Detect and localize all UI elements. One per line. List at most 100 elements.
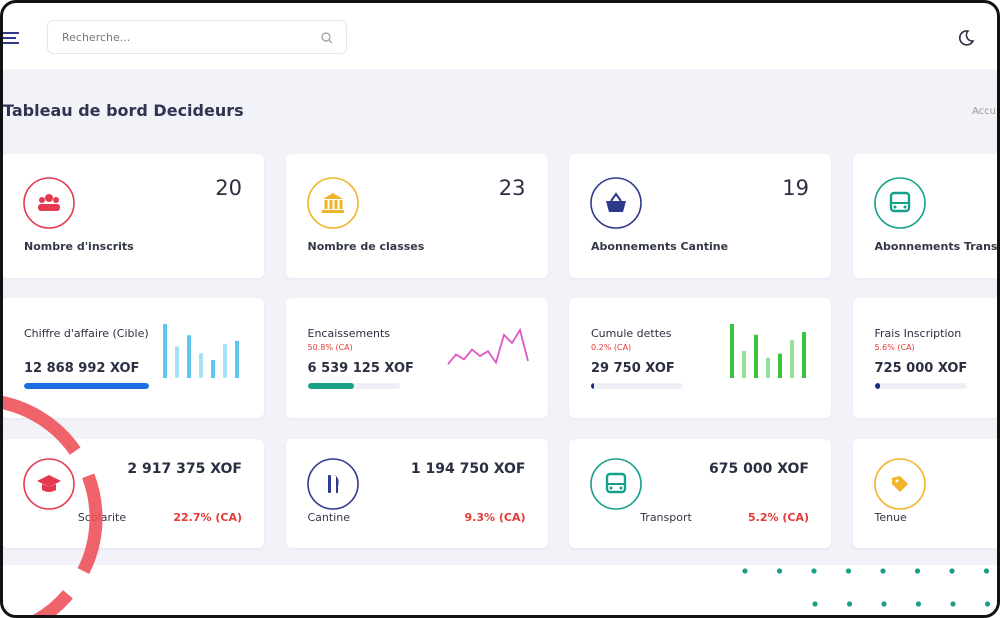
glyph <box>322 193 343 199</box>
progress-bar <box>874 383 880 389</box>
icon <box>306 458 359 510</box>
breadcrumb[interactable]: Accu <box>972 106 996 117</box>
glyph <box>606 201 626 212</box>
finance-amount: 29 750 XOF <box>591 361 675 376</box>
glyph <box>903 205 906 209</box>
stat-card: 20 Nombre d'inscrits <box>3 154 264 278</box>
glyph <box>334 475 339 493</box>
finance-card: Cumule dettes 0.2% (CA) 29 750 XOF <box>569 298 831 418</box>
revenue-label: Cantine <box>307 511 351 524</box>
spark-bar <box>175 346 179 378</box>
deco-dot <box>776 568 783 574</box>
glyph <box>53 197 59 203</box>
spark-bar <box>199 353 203 378</box>
deco-dot <box>846 601 853 607</box>
theme-toggle[interactable] <box>957 29 975 47</box>
spark-bar <box>187 335 191 378</box>
glyph <box>334 200 337 209</box>
spark-bar <box>742 351 746 378</box>
stat-label: Abonnements Cantine <box>591 240 729 253</box>
icon <box>873 177 926 229</box>
deco-dot <box>742 568 748 574</box>
deco-dot <box>812 601 818 607</box>
progress-bar <box>591 383 594 389</box>
progress-track <box>24 383 149 389</box>
revenue-share: 22.7% (CA) <box>173 511 242 524</box>
icon-ring <box>23 177 75 229</box>
deco-dot <box>949 568 955 574</box>
revenue-amount: 2 917 375 XOF <box>127 461 242 477</box>
finance-share: 0.2% (CA) <box>591 343 632 352</box>
deco-dot <box>914 568 921 574</box>
stat-value: 19 <box>782 176 809 200</box>
glyph <box>895 479 898 483</box>
finance-card: Encaissements 50.8% (CA) 6 539 125 XOF <box>285 298 548 418</box>
deco-dot <box>983 568 990 574</box>
glyph <box>321 210 344 213</box>
revenue-label: Transport <box>640 511 692 524</box>
icon-ring <box>306 458 359 510</box>
stat-card: Abonnements Transport <box>852 154 997 278</box>
finance-title: Chiffre d'affaire (Cible) <box>24 327 149 340</box>
stat-label: Nombre d'inscrits <box>24 240 134 253</box>
stat-card: 19 Abonnements Cantine <box>569 154 831 278</box>
search-placeholder: Recherche... <box>62 31 131 44</box>
glyph <box>38 204 60 211</box>
revenue-amount: 675 000 XOF <box>709 461 809 477</box>
deco-dot <box>880 568 886 574</box>
spark-bar <box>766 357 770 378</box>
glyph <box>324 200 327 209</box>
icon <box>590 458 642 510</box>
spark-bar <box>163 324 167 378</box>
progress-track <box>307 383 400 389</box>
spark-line <box>446 327 529 365</box>
finance-title: Cumule dettes <box>591 327 672 340</box>
icon-glyph <box>321 193 344 213</box>
revenue-amount: 1 194 750 XOF <box>410 461 526 477</box>
icon-glyph <box>891 476 908 492</box>
icon <box>873 458 926 510</box>
finance-title: Encaissements <box>307 327 391 340</box>
search-box[interactable]: Recherche... <box>47 20 347 54</box>
finance-card: Chiffre d'affaire (Cible) 12 868 992 XOF <box>3 298 264 418</box>
revenue-card: 1 194 750 XOF Cantine 9.3% (CA) <box>285 439 548 548</box>
glyph <box>39 197 45 203</box>
icon <box>23 177 75 229</box>
glyph <box>893 205 896 209</box>
progress-track <box>874 383 967 389</box>
revenue-label: Scolarite <box>77 511 127 524</box>
deco-dot <box>811 568 817 574</box>
menu-icon <box>3 32 19 44</box>
deco-dot <box>950 601 956 607</box>
deco-dot <box>915 601 922 607</box>
glyph <box>619 486 623 490</box>
sparkline <box>730 324 806 378</box>
finance-card: Frais Inscription 5.6% (CA) 725 000 XOF <box>852 298 997 418</box>
spark-bar <box>790 340 794 378</box>
sparkline <box>446 327 529 365</box>
spark-bar <box>223 344 227 378</box>
stat-label: Nombre de classes <box>307 240 425 253</box>
menu-button[interactable] <box>3 30 21 49</box>
stat-value: 20 <box>215 176 242 200</box>
icon-glyph <box>38 194 60 211</box>
finance-title: Frais Inscription <box>874 327 962 340</box>
icon-ring <box>306 177 359 229</box>
revenue-label: Tenue <box>874 511 907 524</box>
icon <box>590 177 642 229</box>
glyph <box>327 475 331 493</box>
glyph <box>609 486 613 490</box>
icon <box>306 177 359 229</box>
deco-dot <box>845 568 852 574</box>
progress-bar <box>307 383 355 389</box>
revenue-card: Tenue <box>852 439 997 548</box>
stat-card: 23 Nombre de classes <box>285 154 548 278</box>
spark-bar <box>235 340 239 378</box>
spark-bar <box>802 332 806 378</box>
revenue-card: 2 917 375 XOF Scolarite 22.7% (CA) <box>3 439 264 548</box>
spark-bar <box>778 353 782 378</box>
sparkline <box>163 324 239 378</box>
revenue-card: 675 000 XOF Transport 5.2% (CA) <box>569 439 831 548</box>
icon-glyph <box>327 475 339 493</box>
